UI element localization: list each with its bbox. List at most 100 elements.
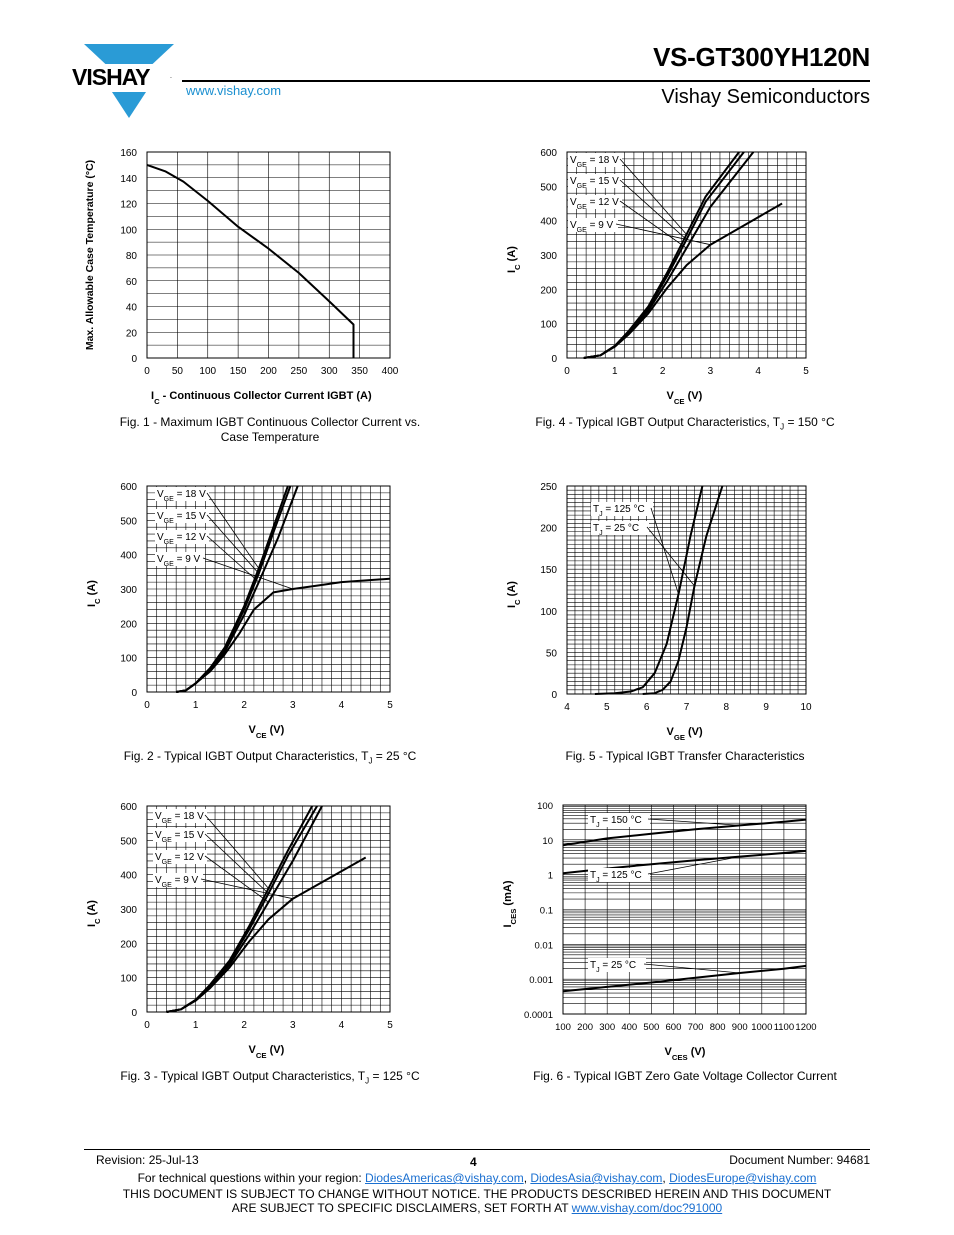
- fig4-series-label-text: VGE = 18 V: [570, 155, 619, 169]
- fig5-ytick-label: 150: [540, 565, 557, 576]
- fig4-xtick-label: 1: [612, 366, 618, 377]
- fig3-chart: 0 1 2 3 4 5 0 100 200 300 400 500 600 VCE (V) IC (A) VG…: [86, 802, 393, 1060]
- fig2-ytick-label: 500: [120, 516, 137, 527]
- fig5-caption: Fig. 5 - Typical IGBT Transfer Character…: [565, 749, 805, 763]
- fig6-xtick-label: 1200: [795, 1022, 816, 1033]
- fig1-ytick-label: 160: [120, 148, 137, 159]
- disclaimer-line1: THIS DOCUMENT IS SUBJECT TO CHANGE WITHO…: [122, 1187, 832, 1201]
- fig3-xtick-label: 2: [241, 1020, 247, 1031]
- fig4-chart: 0 1 2 3 4 5 0 100 200 300 400 500 600 VCE (V) IC (A) VG…: [506, 148, 809, 406]
- fig2-caption: Fig. 2 - Typical IGBT Output Characteris…: [123, 749, 417, 766]
- svg-text:VISHAY: VISHAY: [72, 64, 150, 90]
- fig4-series-4: [583, 202, 783, 359]
- fig5-frame: [566, 485, 807, 695]
- fig4-series-label-text: VGE = 12 V: [570, 197, 619, 211]
- fig6-xtick-label: 100: [555, 1022, 571, 1033]
- fig3-xaxis-label: VCE (V): [249, 1044, 285, 1060]
- vishay-url-link[interactable]: www.vishay.com: [186, 83, 282, 98]
- fig6-xtick-label: 800: [710, 1022, 726, 1033]
- fig4-xaxis-label: VCE (V): [667, 390, 703, 406]
- fig4-series-label-3: VGE = 12 V: [568, 195, 687, 249]
- email-europe-link[interactable]: DiodesEurope@vishay.com: [669, 1171, 817, 1185]
- fig4-xtick-label: 5: [803, 366, 809, 377]
- fig6-grid: [562, 805, 807, 1015]
- fig5-ytick-label: 0: [551, 690, 557, 701]
- fig2-series-label-text: VGE = 12 V: [157, 532, 206, 546]
- fig6-series-3: [562, 964, 807, 993]
- fig2-ytick-label: 400: [120, 551, 137, 562]
- fig6-series-label-text: TJ = 25 °C: [590, 960, 636, 974]
- fig2-ytick-label: 200: [120, 619, 137, 630]
- fig2-series-label-2: VGE = 15 V: [155, 509, 260, 574]
- fig1-ytick-label: 40: [126, 303, 138, 314]
- fig3-ytick-label: 200: [120, 939, 137, 950]
- fig5-series-label-text: TJ = 125 °C: [593, 504, 645, 518]
- fig4-series-label-2: VGE = 15 V: [568, 174, 687, 240]
- fig6-series-label-1: TJ = 150 °C: [588, 813, 740, 829]
- fig1-ytick-label: 80: [126, 251, 138, 262]
- fig3-caption: Fig. 3 - Typical IGBT Output Characteris…: [120, 1069, 420, 1086]
- fig2-ytick-label: 100: [120, 654, 137, 665]
- fig4-xtick-label: 4: [755, 366, 761, 377]
- fig3-xtick-label: 5: [387, 1020, 393, 1031]
- fig1-xaxis-label: IC - Continuous Collector Current IGBT (…: [151, 390, 372, 406]
- fig4-series-label-text: VGE = 9 V: [570, 220, 614, 234]
- contact-line: For technical questions within your regi…: [137, 1171, 817, 1185]
- fig4-ytick-label: 300: [540, 251, 557, 262]
- email-americas-link[interactable]: DiodesAmericas@vishay.com: [365, 1171, 524, 1185]
- page-number: 4: [470, 1155, 477, 1169]
- fig2-series-label-text: VGE = 18 V: [157, 489, 206, 503]
- fig6-series-label-3: TJ = 25 °C: [588, 958, 740, 974]
- fig3-ytick-label: 300: [120, 905, 137, 916]
- fig1-ytick-label: 140: [120, 174, 137, 185]
- fig1-frame: [146, 151, 391, 359]
- fig5-xtick-label: 6: [644, 702, 650, 713]
- footer-rule: [84, 1149, 870, 1150]
- fig1-xtick-label: 0: [144, 366, 150, 377]
- fig1-xtick-label: 150: [230, 366, 247, 377]
- fig1-chart: 0 50 100 150 200 250 300 350 400 0 20 40 60 80 100 120 1…: [84, 148, 399, 406]
- email-asia-link[interactable]: DiodesAsia@vishay.com: [530, 1171, 663, 1185]
- fig1-caption: Fig. 1 - Maximum IGBT Continuous Collect…: [119, 415, 421, 444]
- fig6-xtick-label: 200: [577, 1022, 593, 1033]
- fig1-xtick-label: 100: [199, 366, 216, 377]
- fig1-ytick-label: 100: [120, 225, 137, 236]
- fig3-xtick-label: 3: [290, 1020, 296, 1031]
- fig6-xaxis-label: VCES (V): [665, 1046, 706, 1062]
- fig3-ytick-label: 500: [120, 836, 137, 847]
- fig2-xtick-label: 2: [241, 700, 247, 711]
- part-number: VS-GT300YH120N: [653, 42, 870, 72]
- fig2-series-label-4: VGE = 9 V: [155, 552, 293, 590]
- fig2-chart: 0 1 2 3 4 5 0 100 200 300 400 500 600 VCE (V) IC (A) VG…: [86, 482, 393, 740]
- fig3-ytick-label: 400: [120, 871, 137, 882]
- fig2-series-label-text: VGE = 9 V: [157, 554, 201, 568]
- fig3-ytick-label: 100: [120, 974, 137, 985]
- fig6-ytick-label: 100: [537, 801, 553, 812]
- fig6-xtick-label: 500: [643, 1022, 659, 1033]
- fig2-xtick-label: 3: [290, 700, 296, 711]
- fig4-ytick-label: 200: [540, 285, 557, 296]
- fig2-series-4: [176, 577, 391, 693]
- fig6-series-label-text: TJ = 150 °C: [590, 815, 642, 829]
- header-rule: [182, 80, 870, 82]
- fig6-caption: Fig. 6 - Typical IGBT Zero Gate Voltage …: [533, 1069, 837, 1083]
- fig5-xtick-label: 7: [684, 702, 690, 713]
- fig5-xtick-label: 4: [564, 702, 570, 713]
- fig4-ytick-label: 100: [540, 320, 557, 331]
- fig2-yaxis-label: IC (A): [86, 580, 102, 607]
- fig4-yaxis-label: IC (A): [506, 246, 522, 273]
- fig5-series-2: [642, 485, 724, 695]
- fig3-series-label-text: VGE = 9 V: [155, 875, 199, 889]
- fig2-ytick-label: 0: [131, 688, 137, 699]
- fig4-xtick-label: 0: [564, 366, 570, 377]
- fig4-ytick-label: 500: [540, 182, 557, 193]
- fig3-series-label-4: VGE = 9 V: [153, 873, 293, 900]
- fig3-ytick-label: 0: [131, 1008, 137, 1019]
- fig5-series-label-2: TJ = 25 °C: [591, 521, 695, 587]
- disclaimer-link[interactable]: www.vishay.com/doc?91000: [571, 1201, 723, 1215]
- fig6-ytick-label: 0.01: [535, 940, 554, 951]
- fig3-xtick-label: 0: [144, 1020, 150, 1031]
- fig6-ytick-label: 0.1: [540, 906, 553, 917]
- fig3-series-label-1: VGE = 18 V: [153, 809, 269, 889]
